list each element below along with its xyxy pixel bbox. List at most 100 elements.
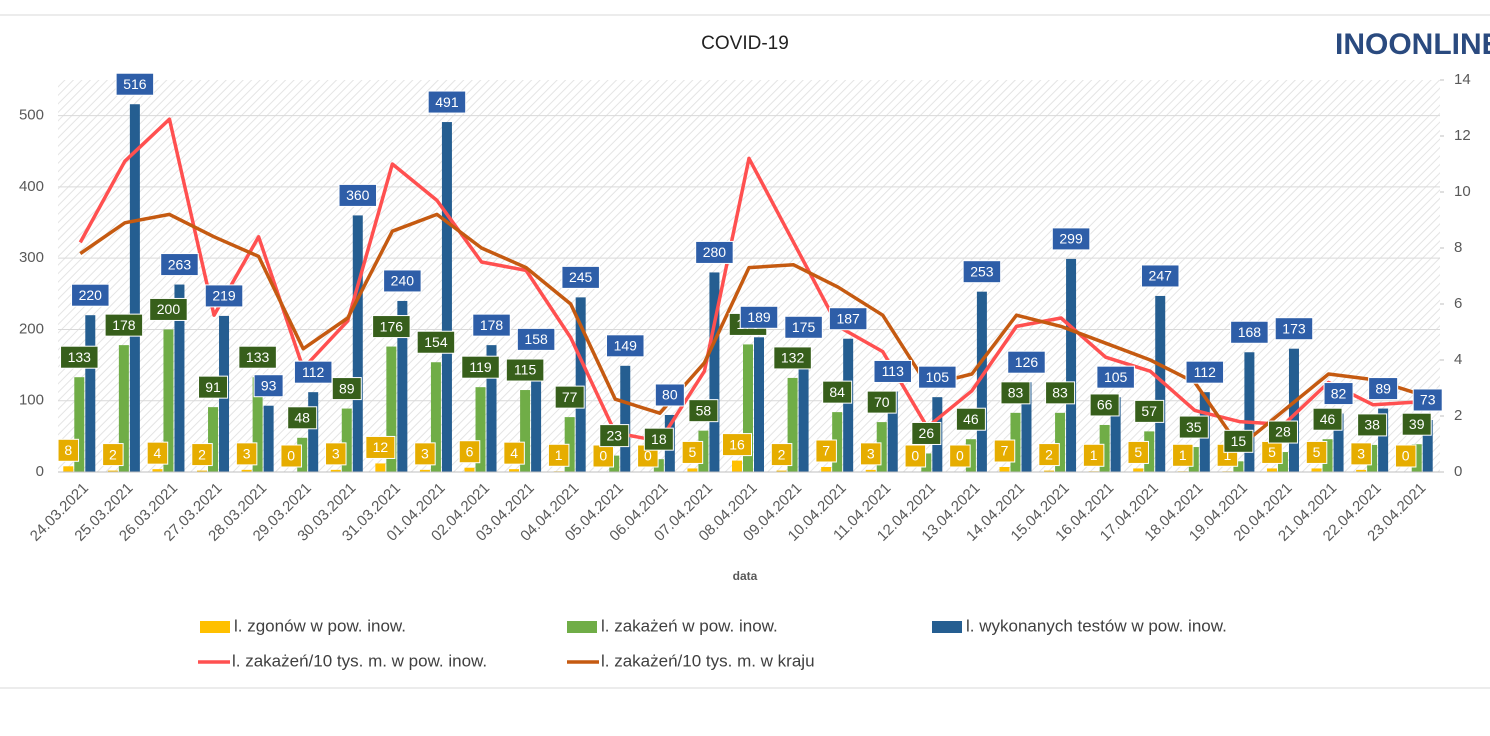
data-label: 200 xyxy=(157,301,181,317)
data-label: 12 xyxy=(373,439,389,455)
y-tick-label: 200 xyxy=(19,320,44,337)
data-label-box xyxy=(238,345,277,369)
data-label-box xyxy=(1127,440,1149,464)
bar xyxy=(843,338,854,472)
bar xyxy=(965,439,976,472)
data-label: 58 xyxy=(696,402,712,418)
data-label: 80 xyxy=(662,387,678,403)
data-label-box xyxy=(1089,393,1120,417)
bar xyxy=(1155,295,1166,472)
data-label-box xyxy=(102,443,124,467)
data-label-box xyxy=(1082,443,1105,467)
data-label: 2 xyxy=(778,446,786,462)
data-label: 245 xyxy=(569,269,593,285)
data-label: 5 xyxy=(689,444,697,460)
bar xyxy=(887,391,898,472)
bar xyxy=(564,417,575,472)
y2-tick-label: 14 xyxy=(1454,71,1471,88)
legend-swatch xyxy=(932,621,962,633)
data-label-box xyxy=(1394,444,1417,468)
data-label: 77 xyxy=(562,389,578,405)
data-label-box xyxy=(1038,443,1060,467)
data-label: 7 xyxy=(1001,443,1009,459)
data-label-box xyxy=(427,90,467,114)
data-label: 173 xyxy=(1282,320,1306,336)
y-tick-label: 400 xyxy=(19,178,44,195)
data-label: 516 xyxy=(123,76,147,92)
bar xyxy=(1277,452,1288,472)
y-tick-label: 500 xyxy=(19,107,44,124)
data-label-box xyxy=(1368,377,1399,401)
bar xyxy=(63,466,74,472)
bar xyxy=(575,297,586,472)
bar xyxy=(174,284,185,472)
legend-swatch xyxy=(200,621,230,633)
data-label-box xyxy=(770,443,793,467)
data-label-box xyxy=(1412,388,1443,412)
data-label-box xyxy=(383,269,422,293)
bar xyxy=(1133,468,1144,472)
data-label-box xyxy=(1178,415,1209,439)
data-label-box xyxy=(191,443,213,467)
bar xyxy=(129,104,140,472)
data-label-box xyxy=(365,435,396,459)
bar xyxy=(341,408,352,472)
bar xyxy=(308,392,319,472)
data-label: 3 xyxy=(243,446,251,462)
data-label-box xyxy=(866,390,897,414)
data-label: 46 xyxy=(1320,411,1336,427)
bar xyxy=(1144,431,1155,472)
data-label: 189 xyxy=(747,309,771,325)
bar xyxy=(263,405,274,472)
data-label-box xyxy=(458,440,481,464)
y2-tick-label: 2 xyxy=(1454,407,1462,424)
bar xyxy=(297,437,308,472)
data-label: 93 xyxy=(261,377,277,393)
bar xyxy=(1021,382,1032,472)
bar xyxy=(609,455,620,472)
data-label: 491 xyxy=(435,94,459,110)
legend-label: l. zakażeń/10 tys. m. w pow. inow. xyxy=(232,651,487,670)
data-label: 3 xyxy=(867,446,875,462)
data-label: 15 xyxy=(1231,433,1247,449)
data-label: 133 xyxy=(68,349,92,365)
data-label-box xyxy=(204,284,244,308)
data-label-box xyxy=(71,283,110,307)
data-label-box xyxy=(1401,412,1432,436)
bar xyxy=(1110,397,1121,472)
bar xyxy=(1066,258,1077,472)
y-tick-label: 100 xyxy=(19,392,44,409)
data-label-box xyxy=(911,421,942,445)
data-label: 105 xyxy=(926,369,950,385)
bar xyxy=(509,469,520,472)
data-label-box xyxy=(654,383,685,407)
data-label-box xyxy=(643,427,674,451)
bar xyxy=(1411,444,1422,472)
data-label: 219 xyxy=(212,288,236,304)
legend-label: l. zakażeń/10 tys. m. w kraju xyxy=(601,651,815,670)
data-label: 57 xyxy=(1141,403,1157,419)
data-label-box xyxy=(1051,227,1091,251)
bar xyxy=(531,359,542,472)
bar xyxy=(1244,352,1255,472)
y2-tick-label: 6 xyxy=(1454,295,1462,312)
bar xyxy=(152,469,163,472)
data-label-box xyxy=(1045,381,1076,405)
data-label: 112 xyxy=(1194,364,1217,380)
bar xyxy=(107,470,118,472)
data-label-box xyxy=(918,365,957,389)
data-label-box xyxy=(1223,429,1254,453)
data-label-box xyxy=(115,72,155,96)
data-label: 39 xyxy=(1409,416,1425,432)
data-label-box xyxy=(1185,360,1225,384)
data-label: 126 xyxy=(1015,354,1039,370)
data-label-box xyxy=(505,358,545,382)
data-label-box xyxy=(325,442,347,466)
data-label: 113 xyxy=(882,363,905,379)
data-label-box xyxy=(873,359,912,383)
data-label: 240 xyxy=(391,273,415,289)
data-label-box xyxy=(253,374,284,398)
data-label: 119 xyxy=(469,359,492,375)
bar xyxy=(1422,419,1433,472)
data-label: 220 xyxy=(79,287,103,303)
